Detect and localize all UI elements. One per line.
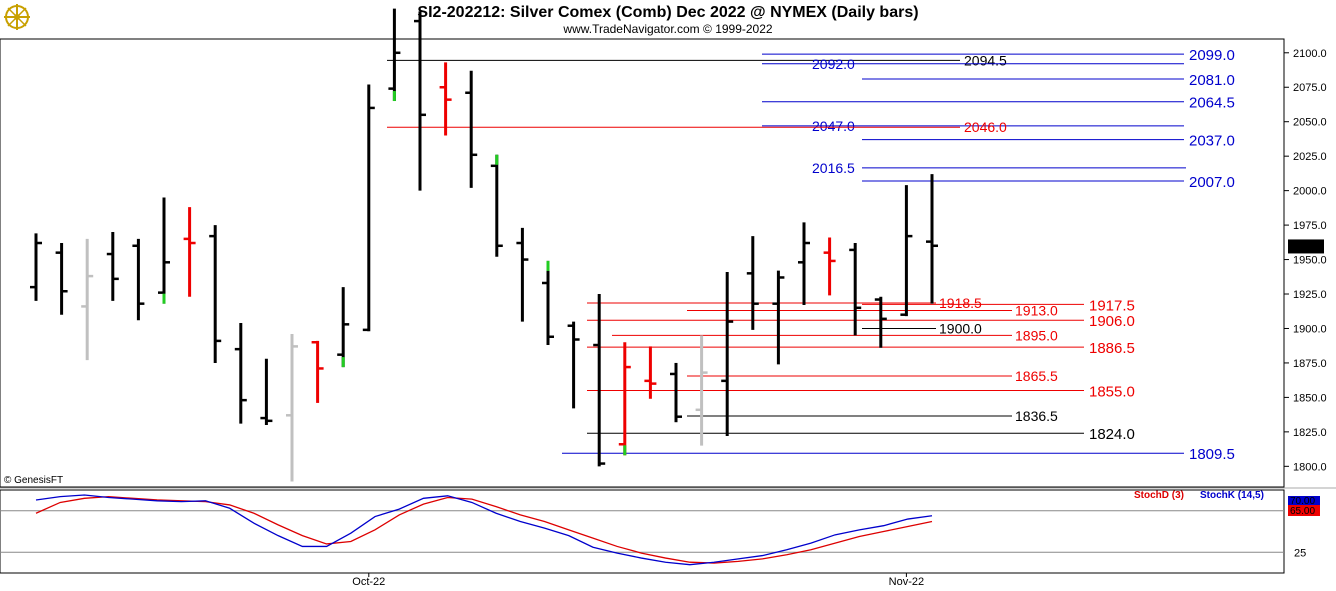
x-tick-label: Nov-22: [889, 576, 924, 588]
ohlc-bar: [516, 227, 529, 322]
level-label: 1865.5: [1015, 368, 1058, 384]
ohlc-bar: [81, 238, 94, 361]
ohlc-bar: [209, 225, 222, 363]
ohlc-bar: [618, 342, 631, 456]
y-tick-label: 1850.0: [1293, 392, 1327, 404]
ohlc-bar: [542, 260, 554, 346]
ohlc-bar: [311, 340, 324, 403]
watermark: © GenesisFT: [4, 475, 63, 486]
ohlc-bar: [849, 243, 862, 336]
ohlc-bar: [106, 231, 119, 301]
y-tick-label: 1875.0: [1293, 358, 1327, 370]
stoch-k-line: [35, 494, 933, 566]
ohlc-bar: [823, 237, 836, 296]
ohlc-bar: [183, 207, 196, 297]
ohlc-bar: [30, 233, 42, 301]
level-label: 1886.5: [1089, 340, 1135, 357]
level-label: 1824.0: [1089, 426, 1135, 443]
ohlc-bar: [772, 270, 785, 365]
ohlc-bar: [465, 70, 478, 188]
level-label: 2016.5: [812, 160, 855, 176]
price-frame: [0, 38, 1285, 488]
level-label: 1895.0: [1015, 327, 1058, 343]
ohlc-bar: [721, 271, 734, 436]
stoch-d-badge-label: 65.00: [1290, 506, 1315, 517]
last-price-label: 1959.5: [1290, 242, 1321, 253]
level-label: 2037.0: [1189, 133, 1235, 150]
stoch-frame: [0, 489, 1285, 574]
chart-subtitle: www.TradeNavigator.com © 1999-2022: [562, 22, 772, 36]
level-label: 2046.0: [964, 119, 1007, 135]
ohlc-bar: [414, 11, 426, 191]
y-tick-label: 2075.0: [1293, 82, 1327, 94]
level-label: 2047.0: [812, 118, 855, 134]
ohlc-bar: [567, 321, 580, 409]
ohlc-bar: [746, 236, 759, 330]
level-label: 2007.0: [1189, 174, 1235, 191]
ohlc-bar: [158, 197, 170, 304]
ohlc-bar: [798, 222, 810, 306]
ohlc-bar: [55, 243, 68, 315]
level-label: 2064.5: [1189, 95, 1235, 112]
ohlc-bar: [490, 154, 503, 257]
ohlc-bar: [874, 296, 887, 348]
ohlc-bar: [644, 346, 657, 399]
level-label: 1906.0: [1089, 313, 1135, 330]
header: SI2-202212: Silver Comex (Comb) Dec 2022…: [4, 4, 919, 36]
level-label: 2092.0: [812, 56, 855, 72]
level-label: 1917.5: [1089, 297, 1135, 314]
level-label: 2081.0: [1189, 72, 1235, 89]
ohlc-bar: [439, 62, 452, 136]
y-tick-label: 1800.0: [1293, 461, 1327, 473]
ohlc-bar: [362, 84, 375, 332]
ohlc-bar: [132, 238, 145, 321]
logo-icon: [4, 4, 30, 30]
last-price-badge: [1288, 239, 1324, 254]
ohlc-bar: [695, 335, 708, 446]
stoch-k-badge-label: 70.00: [1290, 496, 1315, 507]
level-label: 2094.5: [964, 52, 1007, 68]
level-label: 1900.0: [939, 320, 982, 336]
ohlc-bar: [260, 358, 273, 425]
y-tick-label: 2000.0: [1293, 186, 1327, 198]
stoch-tick-label: 25: [1294, 547, 1306, 559]
ohlc-bar: [900, 185, 913, 317]
chart-title: SI2-202212: Silver Comex (Comb) Dec 2022…: [417, 4, 918, 21]
x-tick-label: Oct-22: [352, 576, 385, 588]
level-label: 1809.5: [1189, 446, 1235, 463]
stoch-d-line: [35, 495, 933, 564]
ohlc-bar: [286, 333, 298, 482]
y-tick-label: 2050.0: [1293, 117, 1327, 129]
ohlc-bar: [926, 174, 938, 304]
ohlc-bar: [670, 362, 682, 423]
y-tick-label: 2100.0: [1293, 48, 1327, 60]
level-label: 1913.0: [1015, 303, 1058, 319]
y-tick-label: 1950.0: [1293, 255, 1327, 267]
y-tick-label: 1900.0: [1293, 323, 1327, 335]
stoch-d-badge: [1288, 505, 1320, 516]
ohlc-bar: [593, 294, 606, 467]
y-tick-label: 1825.0: [1293, 427, 1327, 439]
level-label: 1918.5: [939, 295, 982, 311]
y-tick-label: 1975.0: [1293, 220, 1327, 232]
ohlc-bar: [234, 322, 247, 424]
level-label: 2099.0: [1189, 47, 1235, 64]
stoch-k-badge: [1288, 496, 1320, 505]
price-panel: 1800.0 1825.0 1850.0 1875.0 1900.0 1925.0 1950…: [0, 8, 1327, 488]
level-label: 1836.5: [1015, 408, 1058, 424]
stoch-d-legend: StochD (3): [1134, 490, 1184, 501]
stoch-k-legend: StochK (14,5): [1200, 490, 1264, 501]
level-label: 1855.0: [1089, 384, 1135, 401]
y-tick-label: 1925.0: [1293, 289, 1327, 301]
ohlc-bar: [388, 8, 401, 102]
y-tick-label: 2025.0: [1293, 151, 1327, 163]
ohlc-bar: [337, 287, 350, 368]
